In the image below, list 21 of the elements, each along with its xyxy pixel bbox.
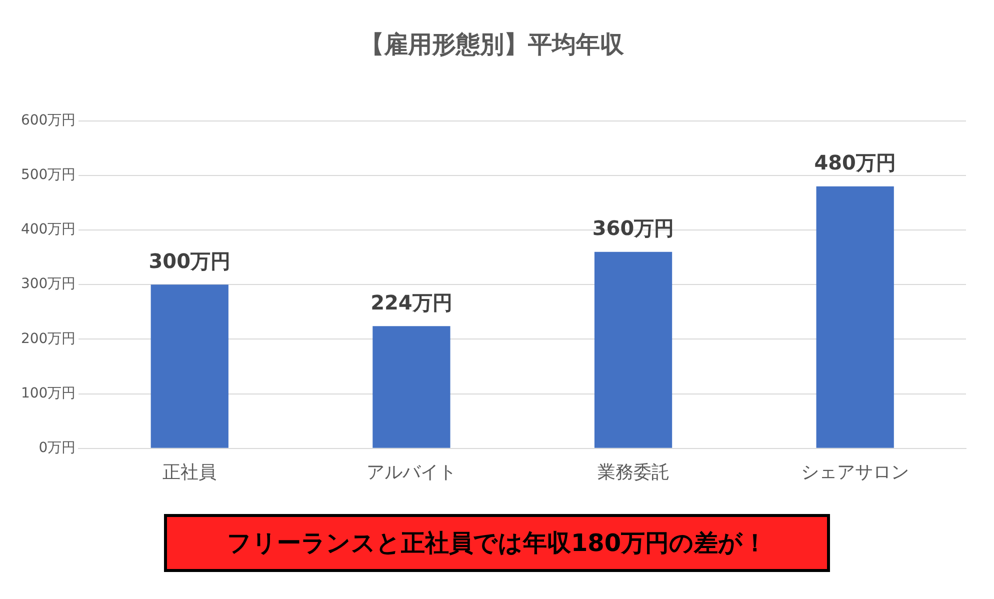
y-tick-label: 600万円 — [20, 112, 76, 128]
bar — [594, 252, 672, 448]
data-label: 224万円 — [370, 290, 452, 314]
bar — [150, 284, 228, 448]
y-tick-label: 400万円 — [20, 222, 76, 238]
y-tick-label: 200万円 — [20, 330, 76, 347]
x-tick-label: シェアサロン — [801, 462, 910, 483]
y-tick-label: 300万円 — [20, 276, 76, 292]
bar — [372, 326, 450, 448]
y-tick-label: 100万円 — [20, 385, 76, 402]
data-label: 300万円 — [148, 248, 231, 273]
x-tick-label: 正社員 — [162, 462, 217, 483]
bar — [816, 186, 894, 448]
data-label: 360万円 — [592, 216, 674, 240]
x-tick-label: アルバイト — [366, 462, 456, 483]
x-tick-label: 業務委託 — [597, 462, 670, 483]
y-tick-label: 500万円 — [20, 167, 76, 184]
chart-title: 【雇用形態別】平均年収 — [360, 30, 625, 59]
data-label: 480万円 — [814, 150, 896, 175]
y-tick-label: 0万円 — [38, 440, 76, 456]
text: フリーランスと正社員では年収180万円の差が！ — [164, 514, 830, 572]
